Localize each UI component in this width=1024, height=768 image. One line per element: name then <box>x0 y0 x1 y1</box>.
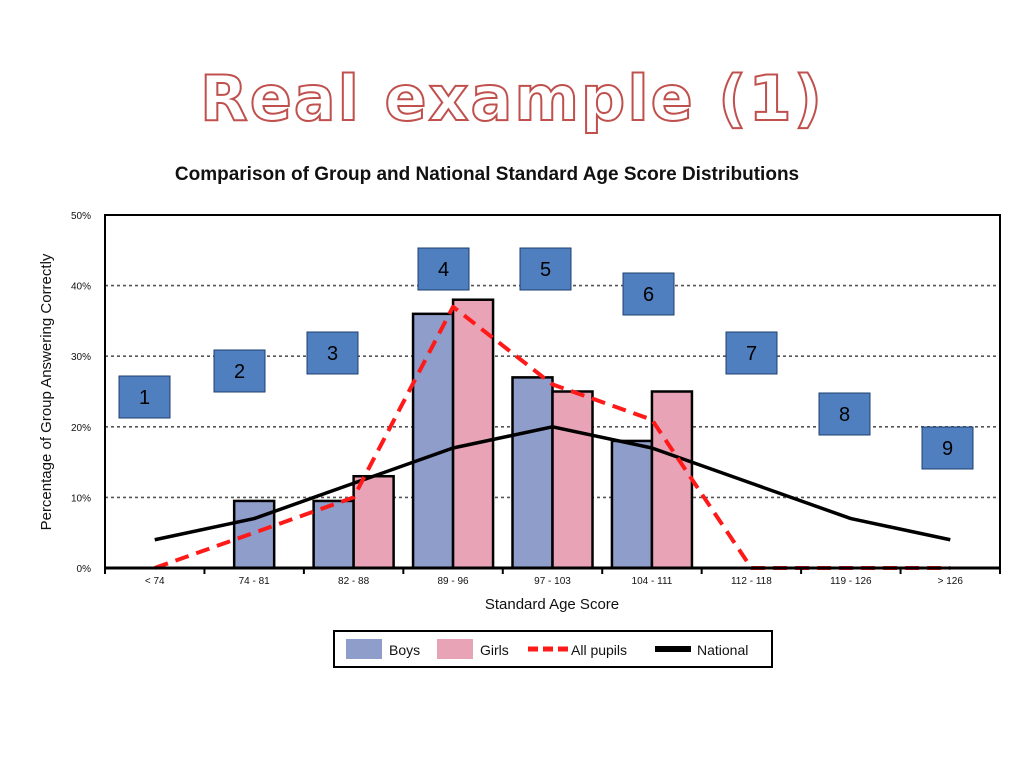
annotation-box <box>118 375 171 419</box>
chart-title: Comparison of Group and National Standar… <box>175 164 799 185</box>
annotation-boxes: 1 2 3 4 5 6 7 8 9 <box>118 247 974 470</box>
bar-girls <box>650 390 694 570</box>
annotation-box <box>306 331 359 375</box>
legend: Boys Girls All pupils National <box>333 630 773 668</box>
x-tick-label: < 74 <box>145 576 165 587</box>
plot-frame <box>104 214 1001 574</box>
legend-label: Boys <box>389 642 420 658</box>
y-tick-label: 40% <box>71 282 91 293</box>
annotation-box <box>725 331 778 375</box>
legend-label: Girls <box>480 642 509 658</box>
bar-boys <box>511 376 554 570</box>
x-tick-label: 82 - 88 <box>338 576 370 587</box>
bar-girls <box>551 390 594 570</box>
annotation-label: 4 <box>438 259 449 281</box>
x-tick-label: 104 - 111 <box>632 576 673 587</box>
bar-boys <box>232 499 276 570</box>
y-tick-label: 0% <box>77 564 92 575</box>
x-tick-label: 74 - 81 <box>239 576 271 587</box>
legend-label: National <box>697 642 748 658</box>
y-tick-label: 50% <box>71 211 91 222</box>
legend-swatch <box>437 639 473 659</box>
annotation-label: 8 <box>839 404 850 426</box>
annotation-box <box>622 272 675 316</box>
annotation-label: 2 <box>234 361 245 383</box>
x-tick-label: 97 - 103 <box>534 576 571 587</box>
bar-boys <box>610 439 654 570</box>
annotation-box <box>519 247 572 291</box>
annotation-box <box>213 349 266 393</box>
annotation-label: 6 <box>643 284 654 306</box>
annotation-label: 7 <box>746 343 757 365</box>
annotation-label: 1 <box>139 387 150 409</box>
annotation-box <box>818 392 871 436</box>
y-tick-label: 10% <box>71 493 91 504</box>
x-tick-label: 119 - 126 <box>830 576 872 587</box>
slide-title: Real example (1) <box>199 61 825 136</box>
x-tick-label: > 126 <box>938 576 964 587</box>
x-tick-label: 112 - 118 <box>731 576 772 587</box>
annotation-label: 9 <box>942 438 953 460</box>
annotation-label: 3 <box>327 343 338 365</box>
national-line <box>154 425 951 542</box>
bars-group <box>232 298 694 570</box>
y-axis-label: Percentage of Group Answering Correctly <box>38 253 55 530</box>
x-tick-label: 89 - 96 <box>437 576 469 587</box>
annotation-box <box>921 426 974 470</box>
bar-girls <box>451 298 495 570</box>
bar-boys <box>411 312 455 570</box>
y-tick-label: 20% <box>71 423 91 434</box>
legend-swatch <box>346 639 382 659</box>
bar-boys <box>312 499 355 570</box>
y-tick-label: 30% <box>71 352 91 363</box>
x-axis-label: Standard Age Score <box>485 596 619 613</box>
legend-label: All pupils <box>571 642 627 658</box>
annotation-box <box>417 247 470 291</box>
annotation-label: 5 <box>540 259 551 281</box>
tick-labels: 0% 10% 20% 30% 40% 50% < 74 74 - 81 82 - 88 89 - … <box>71 211 963 587</box>
